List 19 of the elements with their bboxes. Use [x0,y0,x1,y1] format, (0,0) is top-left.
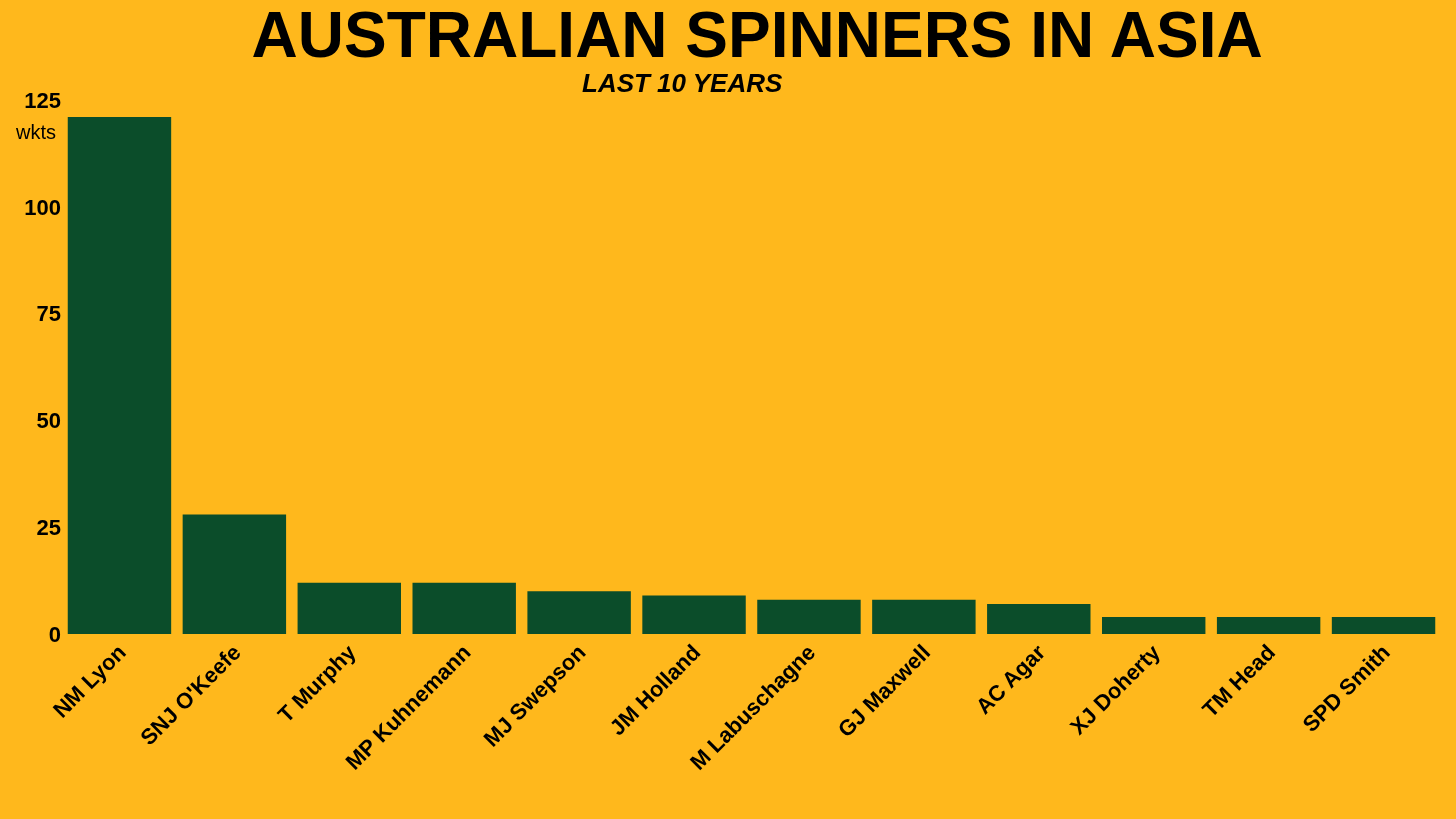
bar [642,595,746,634]
bar [1331,616,1436,634]
y-axis-title: wkts [15,121,56,143]
y-tick-label: 75 [36,301,61,327]
bar [412,582,516,634]
y-tick-label: 25 [36,514,61,540]
bar [872,599,976,634]
bar [987,604,1091,634]
y-tick-label: 0 [48,621,61,647]
bar [1216,616,1321,634]
bar [182,514,287,634]
bar [1102,616,1206,634]
bar [527,591,631,634]
y-tick-label: 50 [36,408,61,434]
y-tick-label: 125 [24,87,61,113]
bar [67,117,172,634]
bar [757,599,861,634]
bar [297,582,401,634]
y-tick-label: 100 [24,194,61,220]
